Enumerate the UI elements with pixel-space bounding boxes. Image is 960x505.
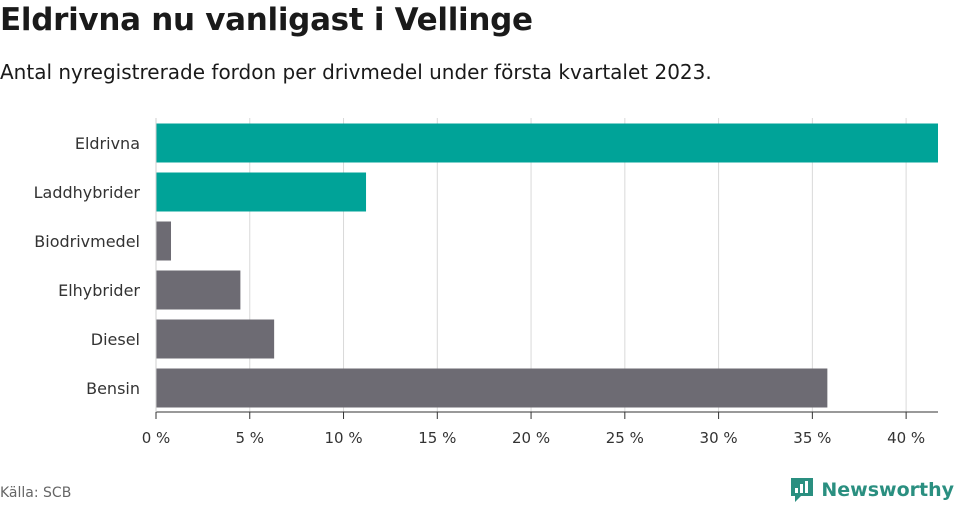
- x-tick-label: 35 %: [793, 429, 831, 447]
- category-label: Diesel: [91, 330, 140, 349]
- x-tick-label: 10 %: [324, 429, 362, 447]
- bar-eldrivna: [156, 123, 938, 163]
- category-label: Eldrivna: [75, 134, 140, 153]
- bars: [156, 123, 938, 408]
- x-tick-label: 40 %: [887, 429, 925, 447]
- bar-bensin: [156, 368, 828, 408]
- category-label: Laddhybrider: [34, 183, 141, 202]
- category-label: Bensin: [86, 379, 140, 398]
- bar-biodrivmedel: [156, 221, 172, 261]
- x-tick-label: 30 %: [700, 429, 738, 447]
- category-label: Biodrivmedel: [34, 232, 140, 251]
- bar-diesel: [156, 319, 275, 359]
- bar-chart: 0 % 5 % 10 % 15 % 20 % 25 % 30 % 35 % 40 % Eldri…: [34, 118, 938, 447]
- chart-title: Eldrivna nu vanligast i Vellinge: [0, 2, 533, 38]
- category-label: Elhybrider: [58, 281, 140, 300]
- source-note: Källa: SCB: [0, 485, 72, 501]
- x-tick-label: 15 %: [418, 429, 456, 447]
- x-axis: 0 % 5 % 10 % 15 % 20 % 25 % 30 % 35 % 40 %: [142, 118, 938, 447]
- brand-logo: Newsworthy: [789, 476, 954, 504]
- newsworthy-logo-icon: [791, 478, 814, 502]
- chart-subtitle: Antal nyregistrerade fordon per drivmede…: [0, 60, 712, 84]
- brand-name: Newsworthy: [821, 479, 954, 501]
- x-tick-label: 20 %: [512, 429, 550, 447]
- x-tick-label: 25 %: [606, 429, 644, 447]
- x-tick-label: 5 %: [235, 429, 264, 447]
- x-tick-label: 0 %: [142, 429, 171, 447]
- bar-laddhybrider: [156, 172, 367, 212]
- category-labels: Eldrivna Laddhybrider Biodrivmedel Elhybrid…: [34, 134, 141, 398]
- grid-lines: [249, 118, 907, 412]
- bar-elhybrider: [156, 270, 241, 310]
